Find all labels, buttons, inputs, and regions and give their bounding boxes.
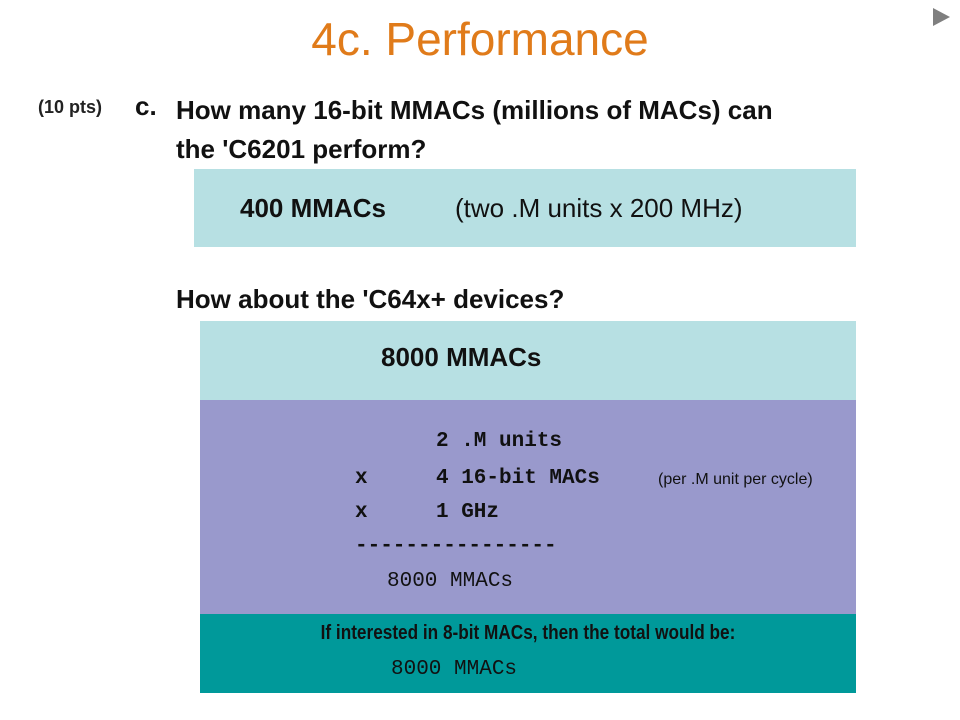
play-triangle-icon xyxy=(933,8,950,26)
calc-divider: ---------------- xyxy=(355,535,557,558)
answer-c64x-value: 8000 MMACs xyxy=(381,342,542,372)
calc-row-macs: 4 16-bit MACs xyxy=(436,467,600,490)
answer-box-c64x xyxy=(200,321,856,400)
question-text: How many 16-bit MMACs (millions of MACs)… xyxy=(176,91,936,169)
calc-result: 8000 MMACs xyxy=(387,570,514,593)
question-points: (10 pts) xyxy=(38,97,103,117)
extra-info-text: If interested in 8-bit MACs, then the to… xyxy=(320,622,736,644)
calc-row-macs-note: (per .M unit per cycle) xyxy=(658,471,813,488)
question-line-1: How many 16-bit MMACs (millions of MACs)… xyxy=(176,95,773,125)
question-c64x: How about the 'C64x+ devices? xyxy=(176,284,565,314)
next-slide-button[interactable] xyxy=(930,6,952,28)
extra-info-value: 8000 MMACs xyxy=(391,658,518,681)
answer-c6201-value: 400 MMACs xyxy=(240,193,386,223)
calc-row-clock: 1 GHz xyxy=(436,501,500,524)
calculation-box xyxy=(200,400,856,614)
slide-title: 4c. Performance xyxy=(311,13,649,65)
question-line-2: the 'C6201 perform? xyxy=(176,134,427,164)
answer-box-c6201 xyxy=(194,169,856,247)
answer-c6201-note: (two .M units x 200 MHz) xyxy=(455,193,743,223)
question-letter: c. xyxy=(135,91,157,121)
calc-row-units: 2 .M units xyxy=(436,430,563,453)
calc-row-macs-operator: x xyxy=(355,467,368,490)
calc-row-clock-operator: x xyxy=(355,501,368,524)
extra-info-box xyxy=(200,614,856,693)
